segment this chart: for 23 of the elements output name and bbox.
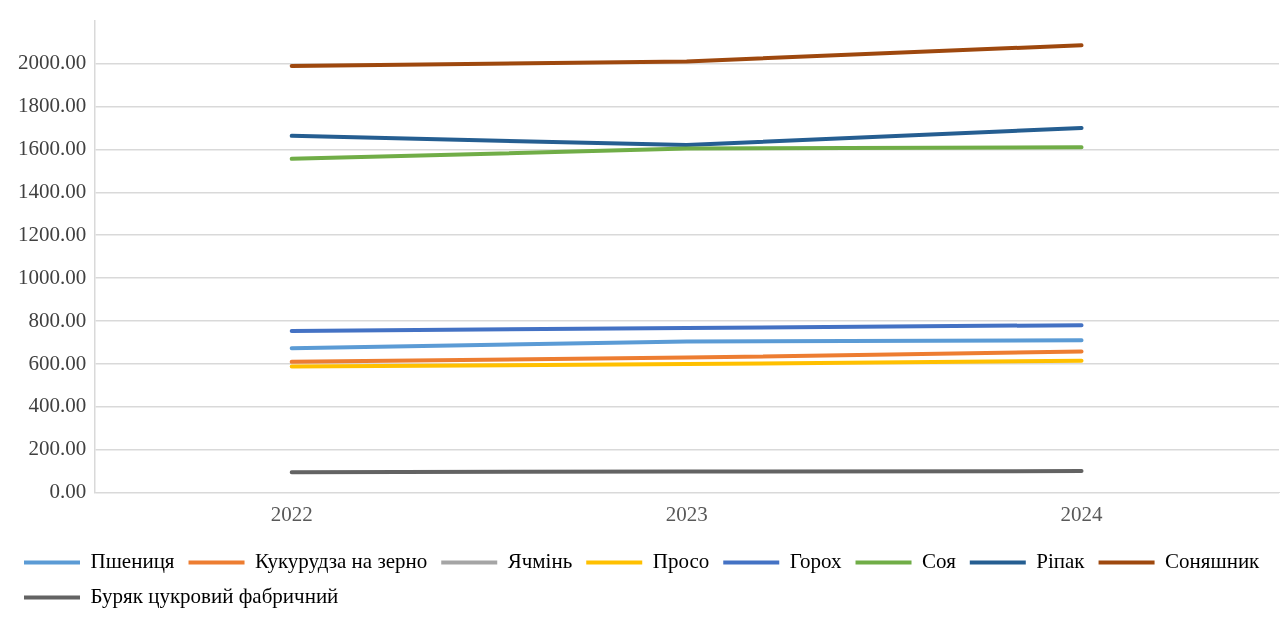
legend-label: Соя bbox=[922, 549, 957, 574]
y-tick-label: 1000.00 bbox=[18, 264, 87, 289]
legend-label: Горох bbox=[789, 549, 843, 574]
y-tick-label: 1400.00 bbox=[18, 178, 87, 203]
y-tick-label: 0.00 bbox=[49, 479, 87, 504]
legend-label: Пшениця bbox=[90, 549, 175, 574]
x-tick-label: 2024 bbox=[1060, 501, 1104, 526]
legend-label: Просо bbox=[652, 549, 710, 574]
y-tick-label: 400.00 bbox=[28, 393, 87, 418]
y-tick-label: 1600.00 bbox=[18, 135, 87, 160]
legend-label: Ячмінь bbox=[507, 549, 573, 574]
x-tick-label: 2023 bbox=[665, 501, 708, 526]
legend-label: Кукурудза на зерно bbox=[255, 549, 428, 574]
y-tick-label: 2000.00 bbox=[18, 50, 87, 75]
legend-label: Ріпак bbox=[1036, 549, 1086, 574]
y-tick-label: 800.00 bbox=[28, 307, 87, 332]
y-tick-label: 600.00 bbox=[28, 350, 87, 375]
y-tick-label: 1800.00 bbox=[18, 92, 87, 117]
y-tick-label: 1200.00 bbox=[18, 221, 87, 246]
y-tick-label: 200.00 bbox=[28, 436, 87, 461]
legend-label: Соняшник bbox=[1165, 549, 1261, 574]
x-tick-label: 2022 bbox=[270, 501, 313, 526]
legend-label: Буряк цукровий фабричний bbox=[90, 584, 339, 609]
